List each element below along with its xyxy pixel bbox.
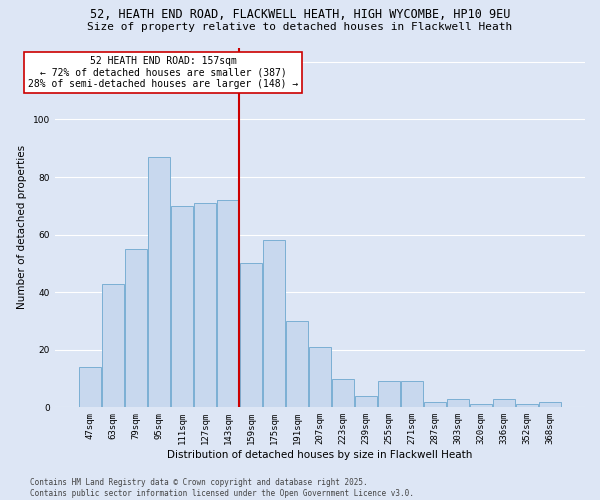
Text: 52, HEATH END ROAD, FLACKWELL HEATH, HIGH WYCOMBE, HP10 9EU: 52, HEATH END ROAD, FLACKWELL HEATH, HIG…	[90, 8, 510, 20]
Bar	[332, 378, 354, 408]
Text: Size of property relative to detached houses in Flackwell Heath: Size of property relative to detached ho…	[88, 22, 512, 32]
Bar	[194, 203, 216, 408]
Bar	[309, 347, 331, 408]
Bar	[263, 240, 285, 408]
Bar	[539, 402, 561, 407]
Bar	[493, 398, 515, 407]
Bar	[470, 404, 492, 407]
Text: 52 HEATH END ROAD: 157sqm
← 72% of detached houses are smaller (387)
28% of semi: 52 HEATH END ROAD: 157sqm ← 72% of detac…	[28, 56, 299, 90]
Bar	[447, 398, 469, 407]
X-axis label: Distribution of detached houses by size in Flackwell Heath: Distribution of detached houses by size …	[167, 450, 473, 460]
Bar	[516, 404, 538, 407]
Bar	[286, 321, 308, 408]
Bar	[424, 402, 446, 407]
Text: Contains HM Land Registry data © Crown copyright and database right 2025.
Contai: Contains HM Land Registry data © Crown c…	[30, 478, 414, 498]
Bar	[171, 206, 193, 408]
Bar	[102, 284, 124, 408]
Bar	[240, 264, 262, 408]
Y-axis label: Number of detached properties: Number of detached properties	[17, 146, 27, 310]
Bar	[79, 367, 101, 408]
Bar	[401, 382, 423, 407]
Bar	[125, 249, 147, 408]
Bar	[217, 200, 239, 408]
Bar	[355, 396, 377, 407]
Bar	[148, 157, 170, 407]
Bar	[378, 382, 400, 407]
